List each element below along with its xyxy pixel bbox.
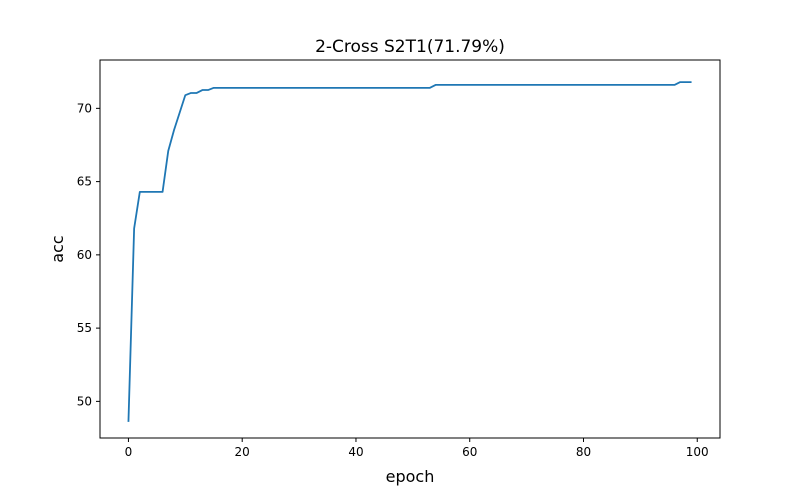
x-tick-label: 40	[348, 445, 363, 459]
y-axis-label: acc	[48, 235, 67, 262]
x-tick-label: 100	[686, 445, 709, 459]
series-line	[127, 81, 692, 422]
x-axis-label: epoch	[386, 467, 435, 486]
y-tick-label: 70	[77, 101, 92, 115]
y-tick-label: 55	[77, 321, 92, 335]
x-tick-label: 80	[576, 445, 591, 459]
x-tick-label: 0	[125, 445, 133, 459]
x-tick-label: 20	[235, 445, 250, 459]
chart-title: 2-Cross S2T1(71.79%)	[315, 37, 505, 57]
x-tick-label: 60	[462, 445, 477, 459]
y-tick-label: 50	[77, 394, 92, 408]
plot-frame	[99, 59, 721, 439]
y-tick-label: 60	[77, 248, 92, 262]
y-tick-label: 65	[77, 175, 92, 189]
